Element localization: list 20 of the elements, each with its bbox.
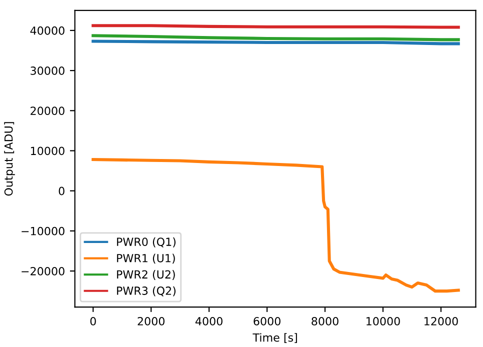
legend-label: PWR2 (U2) [117,270,175,280]
x-tick-label: 6000 [254,317,280,326]
y-tick-label: −20000 [22,266,64,276]
x-tick-label: 12000 [424,317,458,326]
legend-label: PWR1 (U1) [117,254,175,264]
legend-label: PWR3 (Q2) [117,286,176,296]
y-tick-label: 30000 [30,66,64,75]
y-tick-label: 20000 [30,106,64,116]
x-tick-label: 2000 [138,317,164,326]
y-tick-label: −10000 [22,226,64,236]
y-axis-title: Output [ADU] [4,122,15,196]
x-tick-label: 4000 [195,317,222,326]
legend-label: PWR0 (Q1) [117,237,176,248]
x-tick-label: 10000 [366,317,400,326]
x-tick-label: 8000 [312,317,338,326]
x-tick-label: 0 [90,317,96,326]
y-tick-label: 10000 [31,146,64,156]
x-axis-title: Time [s] [252,333,297,344]
y-tick-label: 0 [58,186,64,196]
y-tick-label: 40000 [30,26,64,35]
